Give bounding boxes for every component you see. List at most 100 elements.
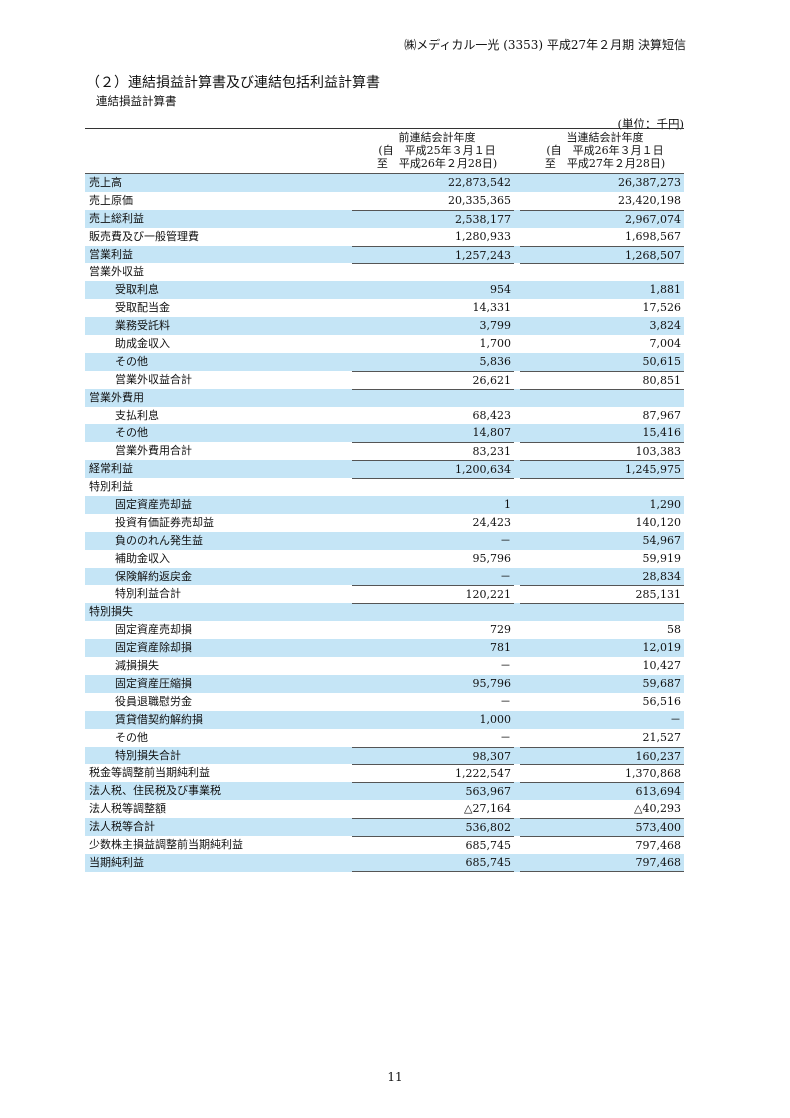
table-header: 前連結会計年度 (自 平成25年３月１日 至 平成26年２月28日) 当連結会計… — [85, 128, 684, 174]
curr-value: 12,019 — [642, 641, 682, 655]
table-row: 特別利益 — [85, 478, 684, 496]
prev-value: 95,796 — [472, 551, 512, 565]
curr-value: 54,967 — [642, 533, 682, 547]
prev-value — [352, 478, 514, 496]
table-row: 法人税等合計 536,802 573,400 — [85, 818, 684, 836]
row-label: 法人税、住民税及び事業税 — [89, 784, 221, 798]
income-statement-table: 前連結会計年度 (自 平成25年３月１日 至 平成26年２月28日) 当連結会計… — [85, 128, 684, 872]
prev-value: 120,221 — [352, 585, 514, 603]
table-row: 減損損失 － 10,427 — [85, 657, 684, 675]
curr-value: 87,967 — [642, 408, 682, 422]
curr-value: 56,516 — [642, 694, 682, 708]
curr-value: － — [670, 712, 681, 726]
table-row: 当期純利益 685,745 797,468 — [85, 853, 684, 872]
section-title: （２）連結損益計算書及び連結包括利益計算書 — [86, 75, 380, 91]
column-header-curr: 当連結会計年度 (自 平成26年３月１日 至 平成27年２月28日) — [525, 131, 685, 170]
prev-value: 98,307 — [352, 746, 514, 765]
prev-value: － — [500, 533, 511, 547]
table-row: 経常利益 1,200,634 1,245,975 — [85, 460, 684, 479]
prev-value: 1,000 — [479, 712, 512, 726]
row-label: 営業外収益合計 — [115, 372, 192, 386]
curr-value: 3,824 — [649, 319, 682, 333]
table-row: 受取利息 954 1,881 — [85, 281, 684, 300]
row-label: 特別損失合計 — [115, 748, 181, 762]
table-row: 売上総利益 2,538,177 2,967,074 — [85, 209, 684, 228]
prev-value: 729 — [490, 623, 511, 637]
prev-value: 5,836 — [479, 354, 512, 368]
row-label: 減損損失 — [115, 659, 159, 673]
prev-value: 536,802 — [352, 818, 514, 836]
table-row: 固定資産圧縮損 95,796 59,687 — [85, 674, 684, 693]
row-label: その他 — [115, 730, 148, 744]
period-to: 至 平成26年２月28日) — [376, 157, 498, 170]
prev-value: 1 — [504, 498, 511, 512]
row-label: 業務受託料 — [115, 319, 170, 333]
table-row: 特別利益合計 120,221 285,131 — [85, 585, 684, 603]
table-row: 賃貸借契約解約損 1,000 － — [85, 710, 684, 729]
curr-value: 23,420,198 — [618, 193, 681, 207]
row-label: 負ののれん発生益 — [115, 533, 203, 547]
prev-value: 1,200,634 — [352, 460, 514, 478]
curr-value: 59,919 — [642, 551, 682, 565]
table-row: 役員退職慰労金 － 56,516 — [85, 693, 684, 711]
row-label: 当期純利益 — [89, 855, 144, 869]
table-row: 特別損失 — [85, 603, 684, 622]
prev-value: 1,280,933 — [455, 229, 511, 243]
table-row: 業務受託料 3,799 3,824 — [85, 317, 684, 336]
table-row: 売上高 22,873,542 26,387,273 — [85, 174, 684, 192]
table-row: その他 14,807 15,416 — [85, 424, 684, 443]
curr-value: 59,687 — [642, 676, 682, 690]
row-label: 売上原価 — [89, 193, 133, 207]
table-row: 少数株主損益調整前当期純利益 685,745 797,468 — [85, 835, 684, 854]
row-label: 法人税等合計 — [89, 820, 155, 834]
table-row: 受取配当金 14,331 17,526 — [85, 299, 684, 317]
period-label: 当連結会計年度 — [566, 131, 644, 144]
prev-value: 24,423 — [472, 515, 512, 529]
prev-value: 95,796 — [472, 676, 512, 690]
table-row: 法人税、住民税及び事業税 563,967 613,694 — [85, 782, 684, 801]
prev-value: 1,700 — [479, 337, 512, 351]
table-row: 固定資産売却益 1 1,290 — [85, 496, 684, 514]
row-label: 販売費及び一般管理費 — [89, 229, 199, 243]
table-row: 営業外収益 — [85, 263, 684, 281]
table-row: 固定資産除却損 781 12,019 — [85, 639, 684, 658]
curr-value: 1,290 — [649, 498, 682, 512]
table-row: 特別損失合計 98,307 160,237 — [85, 746, 684, 765]
row-label: 税金等調整前当期純利益 — [89, 766, 210, 780]
row-label: 経常利益 — [89, 462, 133, 476]
row-label: 特別損失 — [89, 605, 133, 619]
curr-value: 1,370,868 — [520, 764, 684, 782]
curr-value: 160,237 — [520, 746, 684, 765]
row-label: 支払利息 — [115, 408, 159, 422]
row-label: 助成金収入 — [115, 337, 170, 351]
curr-value: 2,967,074 — [520, 209, 684, 228]
curr-value — [520, 263, 684, 281]
row-label: 受取利息 — [115, 283, 159, 297]
prev-value — [352, 388, 514, 407]
period-from: (自 平成26年３月１日 — [546, 144, 664, 157]
table-row: 売上原価 20,335,365 23,420,198 — [85, 192, 684, 210]
table-row: 営業外収益合計 26,621 80,851 — [85, 370, 684, 389]
row-label: 営業外費用合計 — [115, 444, 192, 458]
curr-value: 1,881 — [649, 283, 682, 297]
row-label: その他 — [115, 426, 148, 440]
curr-value — [520, 388, 684, 407]
curr-value: 15,416 — [642, 426, 682, 440]
table-row: 補助金収入 95,796 59,919 — [85, 550, 684, 568]
prev-value: 685,745 — [352, 835, 514, 854]
table-row: 支払利息 68,423 87,967 — [85, 407, 684, 425]
curr-value: 17,526 — [642, 301, 682, 315]
prev-value: － — [500, 730, 511, 744]
prev-value: 14,331 — [472, 301, 512, 315]
prev-value: 68,423 — [472, 408, 512, 422]
table-row: 営業利益 1,257,243 1,268,507 — [85, 245, 684, 264]
row-label: 固定資産圧縮損 — [115, 676, 192, 690]
prev-value: － — [500, 659, 511, 673]
row-label: 保険解約返戻金 — [115, 569, 192, 583]
prev-value: 954 — [490, 283, 511, 297]
document-header: ㈱メディカル一光 (3353) 平成27年２月期 決算短信 — [404, 38, 686, 52]
statement-title: 連結損益計算書 — [96, 94, 177, 108]
curr-value: 58 — [667, 623, 681, 637]
unit-label: (単位：千円) — [617, 117, 684, 131]
prev-value: 1,257,243 — [352, 245, 514, 264]
